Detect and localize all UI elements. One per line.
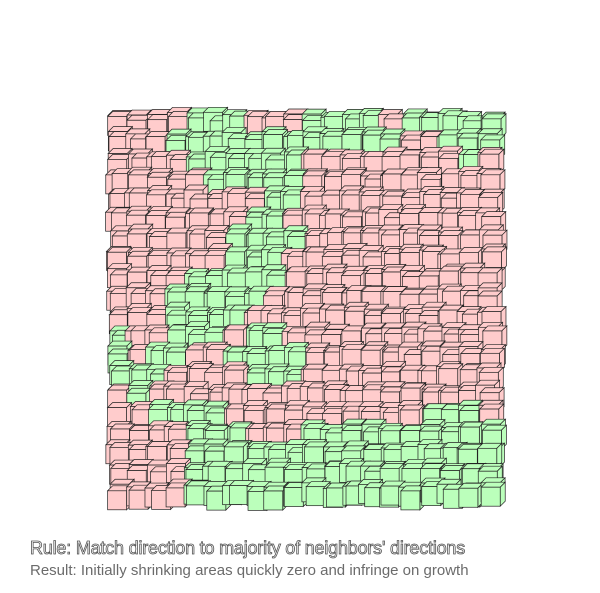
green-cube: [480, 481, 507, 508]
rule-caption: Rule: Match direction to majority of nei…: [30, 538, 466, 559]
green-cube: [459, 421, 486, 447]
pink-cube: [481, 246, 508, 272]
result-caption: Result: Initially shrinking areas quickl…: [30, 562, 469, 579]
green-cube: [476, 442, 503, 469]
automaton-grid: [104, 106, 508, 512]
green-cube: [458, 482, 484, 509]
